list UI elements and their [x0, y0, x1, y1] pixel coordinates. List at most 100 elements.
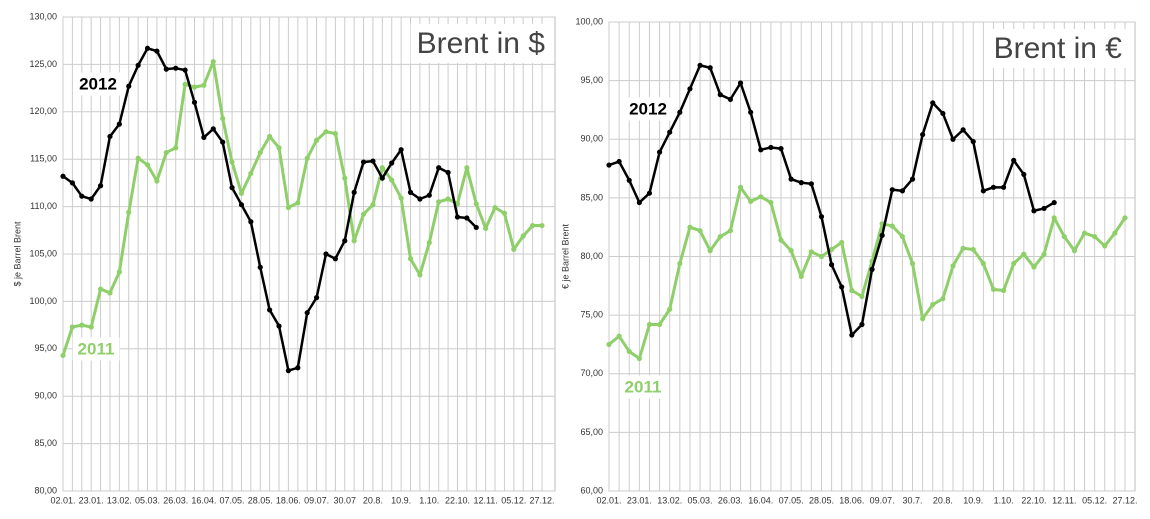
data-point	[859, 293, 865, 299]
data-point	[257, 149, 263, 156]
data-point	[370, 202, 376, 208]
data-point	[191, 84, 198, 90]
data-point	[1051, 199, 1057, 206]
data-point	[970, 246, 976, 253]
data-point	[126, 209, 132, 215]
data-point	[276, 323, 282, 329]
data-point	[342, 238, 348, 244]
data-point	[79, 322, 85, 328]
chart-title: Brent in €	[994, 32, 1123, 65]
data-point	[220, 139, 226, 145]
data-point	[768, 199, 774, 206]
y-tick-label: 65,00	[580, 427, 603, 437]
y-tick-label: 85,00	[34, 438, 57, 448]
data-point	[758, 194, 764, 200]
data-point	[248, 170, 254, 177]
x-tick-label: 26.03.	[163, 495, 188, 505]
data-point	[1041, 251, 1047, 257]
data-point	[808, 181, 814, 187]
data-point	[238, 190, 245, 196]
x-tick-label: 27.12.	[1112, 495, 1137, 505]
data-point	[646, 321, 653, 328]
data-point	[839, 239, 845, 246]
y-tick-label: 60,00	[580, 485, 603, 495]
data-point	[656, 321, 663, 328]
series-label-box	[624, 97, 672, 121]
data-point	[828, 246, 835, 253]
data-point	[697, 228, 703, 234]
x-tick-label: 1.10.	[994, 495, 1014, 505]
data-point	[436, 165, 442, 171]
data-point	[656, 149, 663, 155]
data-point	[616, 333, 622, 339]
data-point	[154, 178, 160, 184]
y-tick-label: 95,00	[580, 75, 603, 85]
data-point	[417, 196, 423, 202]
data-point	[144, 45, 151, 51]
x-tick-label: 07.05.	[220, 495, 245, 505]
data-point	[687, 224, 693, 230]
data-point	[717, 233, 723, 240]
data-point	[636, 355, 642, 362]
x-tick-label: 09.07.	[870, 495, 895, 505]
x-tick-label: 18.06.	[839, 495, 864, 505]
data-point	[667, 129, 673, 135]
data-point	[727, 228, 734, 234]
data-point	[473, 201, 479, 207]
data-point	[980, 188, 986, 194]
data-point	[135, 155, 141, 161]
data-point	[1011, 260, 1017, 267]
data-point	[717, 92, 723, 98]
chart: 02.01. 23.01. 13.02. 05.03. 26.03. 16.04. 07.0…	[560, 16, 1137, 505]
data-point	[818, 253, 825, 260]
y-tick-label: 95,00	[34, 343, 57, 353]
x-tick-label: 22.10.	[1021, 495, 1046, 505]
y-tick-label: 90,00	[34, 391, 57, 401]
data-point	[1021, 171, 1027, 178]
data-point	[707, 65, 713, 71]
data-point	[304, 310, 310, 316]
data-point	[220, 115, 226, 122]
data-point	[389, 177, 395, 183]
data-point	[417, 272, 423, 278]
data-point	[520, 233, 526, 239]
data-point	[229, 185, 235, 191]
data-point	[849, 287, 855, 294]
data-point	[351, 238, 357, 244]
data-point	[360, 159, 367, 165]
data-point	[697, 62, 703, 68]
data-point	[191, 99, 198, 105]
data-point	[426, 192, 432, 198]
y-tick-label: 115,00	[30, 154, 57, 164]
data-point	[737, 80, 744, 86]
data-point	[778, 237, 784, 243]
data-point	[859, 321, 865, 328]
x-tick-label: 30.07	[333, 495, 356, 505]
y-axis-label: € je Barrel Brent	[560, 223, 570, 289]
data-point	[323, 129, 329, 135]
data-point	[379, 175, 385, 181]
x-tick-label: 05.03.	[135, 495, 160, 505]
data-point	[960, 127, 966, 133]
data-point	[940, 110, 946, 117]
series-label-box	[619, 375, 667, 399]
data-point	[1000, 287, 1007, 294]
data-point	[980, 260, 986, 267]
data-point	[407, 189, 414, 195]
data-point	[60, 352, 66, 359]
data-point	[107, 133, 113, 140]
title-box	[987, 28, 1129, 68]
data-point	[1041, 205, 1047, 212]
data-point	[748, 198, 754, 204]
series-label-box	[72, 337, 120, 361]
data-point	[201, 134, 207, 140]
data-point	[295, 200, 301, 206]
data-point	[1112, 230, 1118, 236]
x-tick-label: 30.7.	[903, 495, 923, 505]
data-point	[1061, 233, 1067, 240]
data-point	[210, 126, 216, 132]
x-tick-label: 09.07.	[304, 495, 329, 505]
y-tick-label: 100,00	[575, 16, 603, 26]
data-point	[687, 86, 693, 92]
